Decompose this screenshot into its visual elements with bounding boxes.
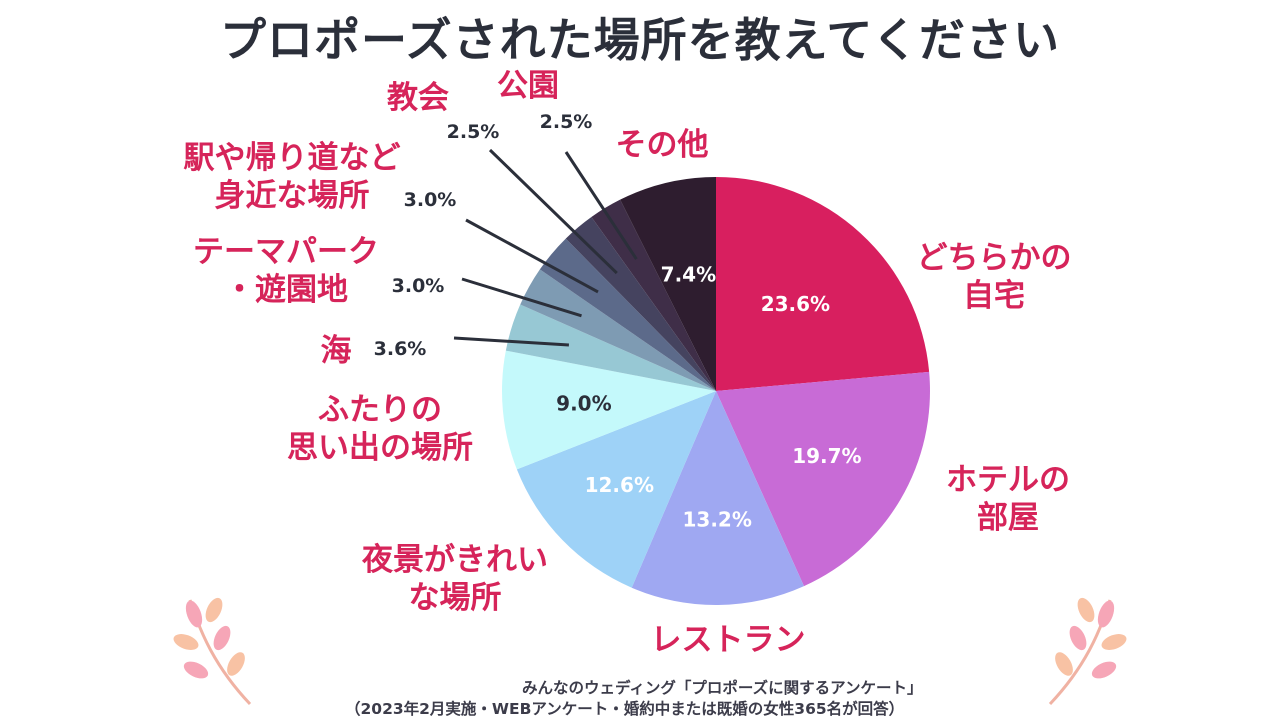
percent-label: 7.4%: [661, 262, 716, 286]
leaf-branch-icon: [1048, 597, 1127, 706]
category-label: 夜景がきれいな場所: [361, 542, 548, 616]
percent-label: 3.0%: [404, 189, 457, 211]
slice-6: [520, 269, 716, 391]
slice-10: [620, 177, 716, 391]
leader-line: [488, 148, 618, 275]
slice-4: [502, 350, 716, 470]
percent-label: 3.0%: [392, 275, 445, 297]
percent-label: 19.7%: [792, 444, 861, 468]
percent-label: 3.6%: [374, 338, 427, 360]
leader-line: [564, 151, 638, 260]
leader-line: [465, 218, 599, 294]
leader-line: [453, 336, 569, 347]
percent-label: 23.6%: [761, 292, 830, 316]
category-label: 公園: [497, 68, 559, 104]
category-label: テーマパーク・遊園地: [193, 234, 379, 308]
slice-9: [591, 199, 716, 391]
percent-label: 12.6%: [585, 473, 654, 497]
percent-label: 2.5%: [540, 111, 593, 133]
category-label: 教会: [387, 80, 449, 116]
category-label: どちらかの自宅: [917, 240, 1072, 314]
leaf-branch-icon: [173, 597, 252, 706]
category-label: ふたりの思い出の場所: [287, 392, 473, 466]
category-label: 海: [321, 333, 352, 369]
category-labels: 23.6% どちらかの自宅 19.7% ホテルの部屋 13.2% レストラン 12.6% 夜景…: [184, 68, 1072, 658]
category-label: その他: [616, 127, 709, 163]
source-note-line-1: みんなのウェディング「プロポーズに関するアンケート」: [522, 679, 923, 697]
percent-label: 9.0%: [556, 391, 611, 415]
percent-label: 13.2%: [683, 507, 752, 531]
leader-line: [461, 277, 582, 318]
chart-title: プロポーズされた場所を教えてください: [219, 13, 1061, 67]
source-note-line-2: （2023年2月実施・WEBアンケート・婚約中または既婚の女性365名が回答）: [345, 700, 905, 718]
category-label: レストラン: [651, 622, 806, 658]
category-label: 駅や帰り道など身近な場所: [184, 140, 401, 214]
slice-7: [539, 238, 716, 391]
category-label: ホテルの部屋: [946, 462, 1070, 536]
slice-3: [516, 391, 716, 588]
slice-1: [716, 371, 930, 587]
percent-label: 2.5%: [447, 121, 500, 143]
slice-0: [716, 177, 930, 391]
slice-5: [505, 304, 716, 391]
slice-2: [631, 391, 804, 606]
leader-lines: [453, 148, 638, 347]
pie-slices: [502, 177, 930, 606]
